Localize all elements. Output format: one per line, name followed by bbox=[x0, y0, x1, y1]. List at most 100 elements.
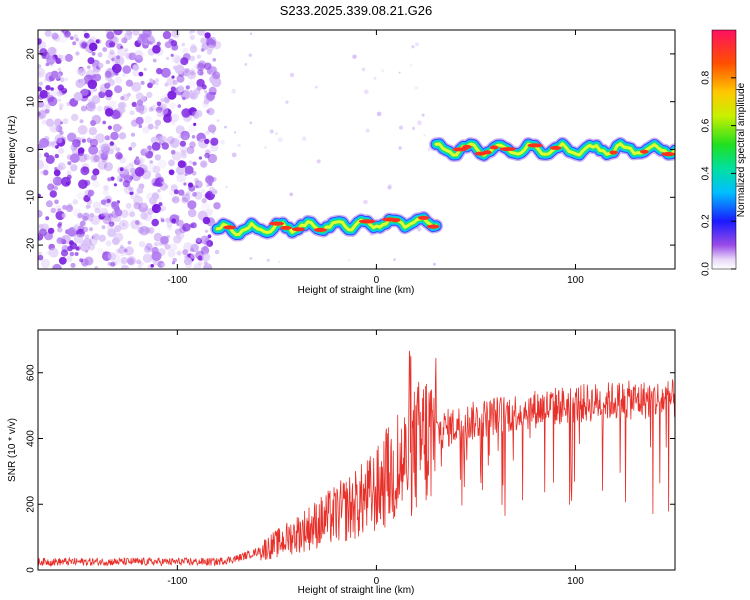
noise-blob bbox=[189, 141, 196, 148]
noise-blob bbox=[89, 36, 98, 45]
faint-dot bbox=[269, 129, 274, 134]
noise-blob bbox=[161, 103, 168, 110]
noise-blob bbox=[144, 147, 150, 153]
snr-xlabel: Height of straight line (km) bbox=[298, 585, 415, 596]
noise-blob bbox=[82, 238, 92, 248]
y-tick-label: 200 bbox=[26, 495, 37, 512]
snr-plot-area bbox=[38, 350, 675, 567]
noise-blob bbox=[171, 218, 177, 224]
noise-blob bbox=[93, 87, 97, 92]
noise-blob bbox=[185, 70, 189, 73]
noise-blob bbox=[106, 198, 111, 203]
noise-blob bbox=[115, 248, 121, 254]
noise-blob bbox=[129, 161, 135, 167]
noise-blob bbox=[73, 224, 79, 230]
colorbar-gradient bbox=[711, 29, 737, 270]
noise-blob bbox=[56, 137, 63, 144]
noise-blob bbox=[122, 65, 131, 74]
noise-blob bbox=[127, 240, 132, 245]
noise-blob bbox=[137, 265, 142, 269]
noise-blob bbox=[38, 71, 42, 76]
faint-dot bbox=[249, 121, 253, 125]
noise-blob bbox=[153, 242, 159, 247]
noise-blob bbox=[160, 67, 171, 78]
noise-blob bbox=[100, 143, 111, 154]
noise-blob bbox=[154, 119, 162, 126]
noise-blob bbox=[101, 225, 106, 230]
noise-blob bbox=[105, 59, 111, 65]
noise-blob bbox=[44, 108, 50, 114]
noise-blob bbox=[205, 229, 208, 233]
noise-blob bbox=[58, 147, 65, 155]
noise-blob bbox=[130, 141, 137, 148]
noise-blob bbox=[174, 200, 178, 204]
noise-blob bbox=[60, 30, 65, 33]
x-tick-label: -100 bbox=[167, 576, 187, 587]
noise-blob bbox=[73, 34, 78, 39]
noise-blob bbox=[201, 198, 207, 204]
noise-blob bbox=[113, 183, 117, 187]
noise-blob bbox=[87, 79, 98, 90]
snr-series-line bbox=[38, 350, 675, 567]
noise-blob bbox=[179, 145, 188, 153]
noise-blob bbox=[44, 152, 49, 158]
colorbar-ticks: 0.0 0.2 0.4 0.6 0.8 bbox=[701, 70, 736, 276]
noise-blob bbox=[155, 82, 159, 86]
noise-blob bbox=[137, 35, 146, 45]
noise-blob bbox=[95, 39, 100, 44]
noise-blob bbox=[105, 240, 112, 247]
noise-blob bbox=[135, 160, 140, 165]
noise-blob bbox=[129, 167, 136, 174]
noise-blob bbox=[38, 111, 41, 117]
noise-blob bbox=[176, 231, 185, 240]
noise-blob bbox=[40, 258, 51, 269]
faint-dot bbox=[285, 100, 289, 104]
noise-blob bbox=[38, 81, 44, 86]
noise-blob bbox=[38, 254, 44, 261]
noise-blob bbox=[142, 126, 150, 134]
noise-blob bbox=[73, 92, 83, 101]
noise-blob bbox=[77, 150, 84, 157]
noise-blob bbox=[163, 97, 170, 104]
noise-blob bbox=[107, 125, 112, 130]
noise-blob bbox=[212, 58, 217, 62]
noise-blob bbox=[212, 40, 222, 50]
faint-dot bbox=[365, 128, 370, 133]
noise-blob bbox=[136, 187, 144, 194]
noise-blob bbox=[52, 176, 63, 186]
noise-blob bbox=[104, 70, 112, 79]
x-tick-label: -100 bbox=[167, 275, 187, 286]
noise-blob bbox=[73, 139, 78, 143]
noise-blob bbox=[171, 151, 182, 161]
noise-blob bbox=[160, 205, 167, 212]
noise-blob bbox=[45, 216, 50, 221]
noise-blob bbox=[204, 32, 211, 39]
noise-blob bbox=[188, 160, 193, 165]
noise-blob bbox=[46, 55, 56, 65]
noise-blob bbox=[105, 30, 113, 34]
noise-blob bbox=[79, 258, 84, 263]
noise-blob bbox=[133, 202, 141, 210]
noise-blob bbox=[159, 135, 168, 144]
noise-blob bbox=[120, 244, 124, 249]
track-peak bbox=[269, 221, 285, 226]
noise-blob bbox=[100, 212, 106, 217]
noise-blob bbox=[208, 86, 217, 95]
faint-dot bbox=[249, 257, 253, 260]
noise-blob bbox=[85, 249, 89, 254]
noise-blob bbox=[183, 257, 192, 266]
noise-blob bbox=[125, 79, 133, 87]
noise-blob bbox=[103, 146, 110, 153]
noise-blob bbox=[108, 221, 115, 227]
noise-blob bbox=[49, 123, 60, 133]
track-peak bbox=[489, 145, 499, 150]
noise-blob bbox=[84, 234, 90, 239]
noise-blob bbox=[167, 90, 177, 100]
noise-blob bbox=[178, 189, 185, 196]
noise-blob bbox=[172, 257, 177, 263]
noise-blob bbox=[177, 160, 186, 169]
track-peak bbox=[223, 225, 236, 230]
colorbar-tick-label: 0.2 bbox=[701, 214, 712, 228]
noise-blob bbox=[98, 91, 106, 99]
noise-blob bbox=[181, 197, 188, 204]
